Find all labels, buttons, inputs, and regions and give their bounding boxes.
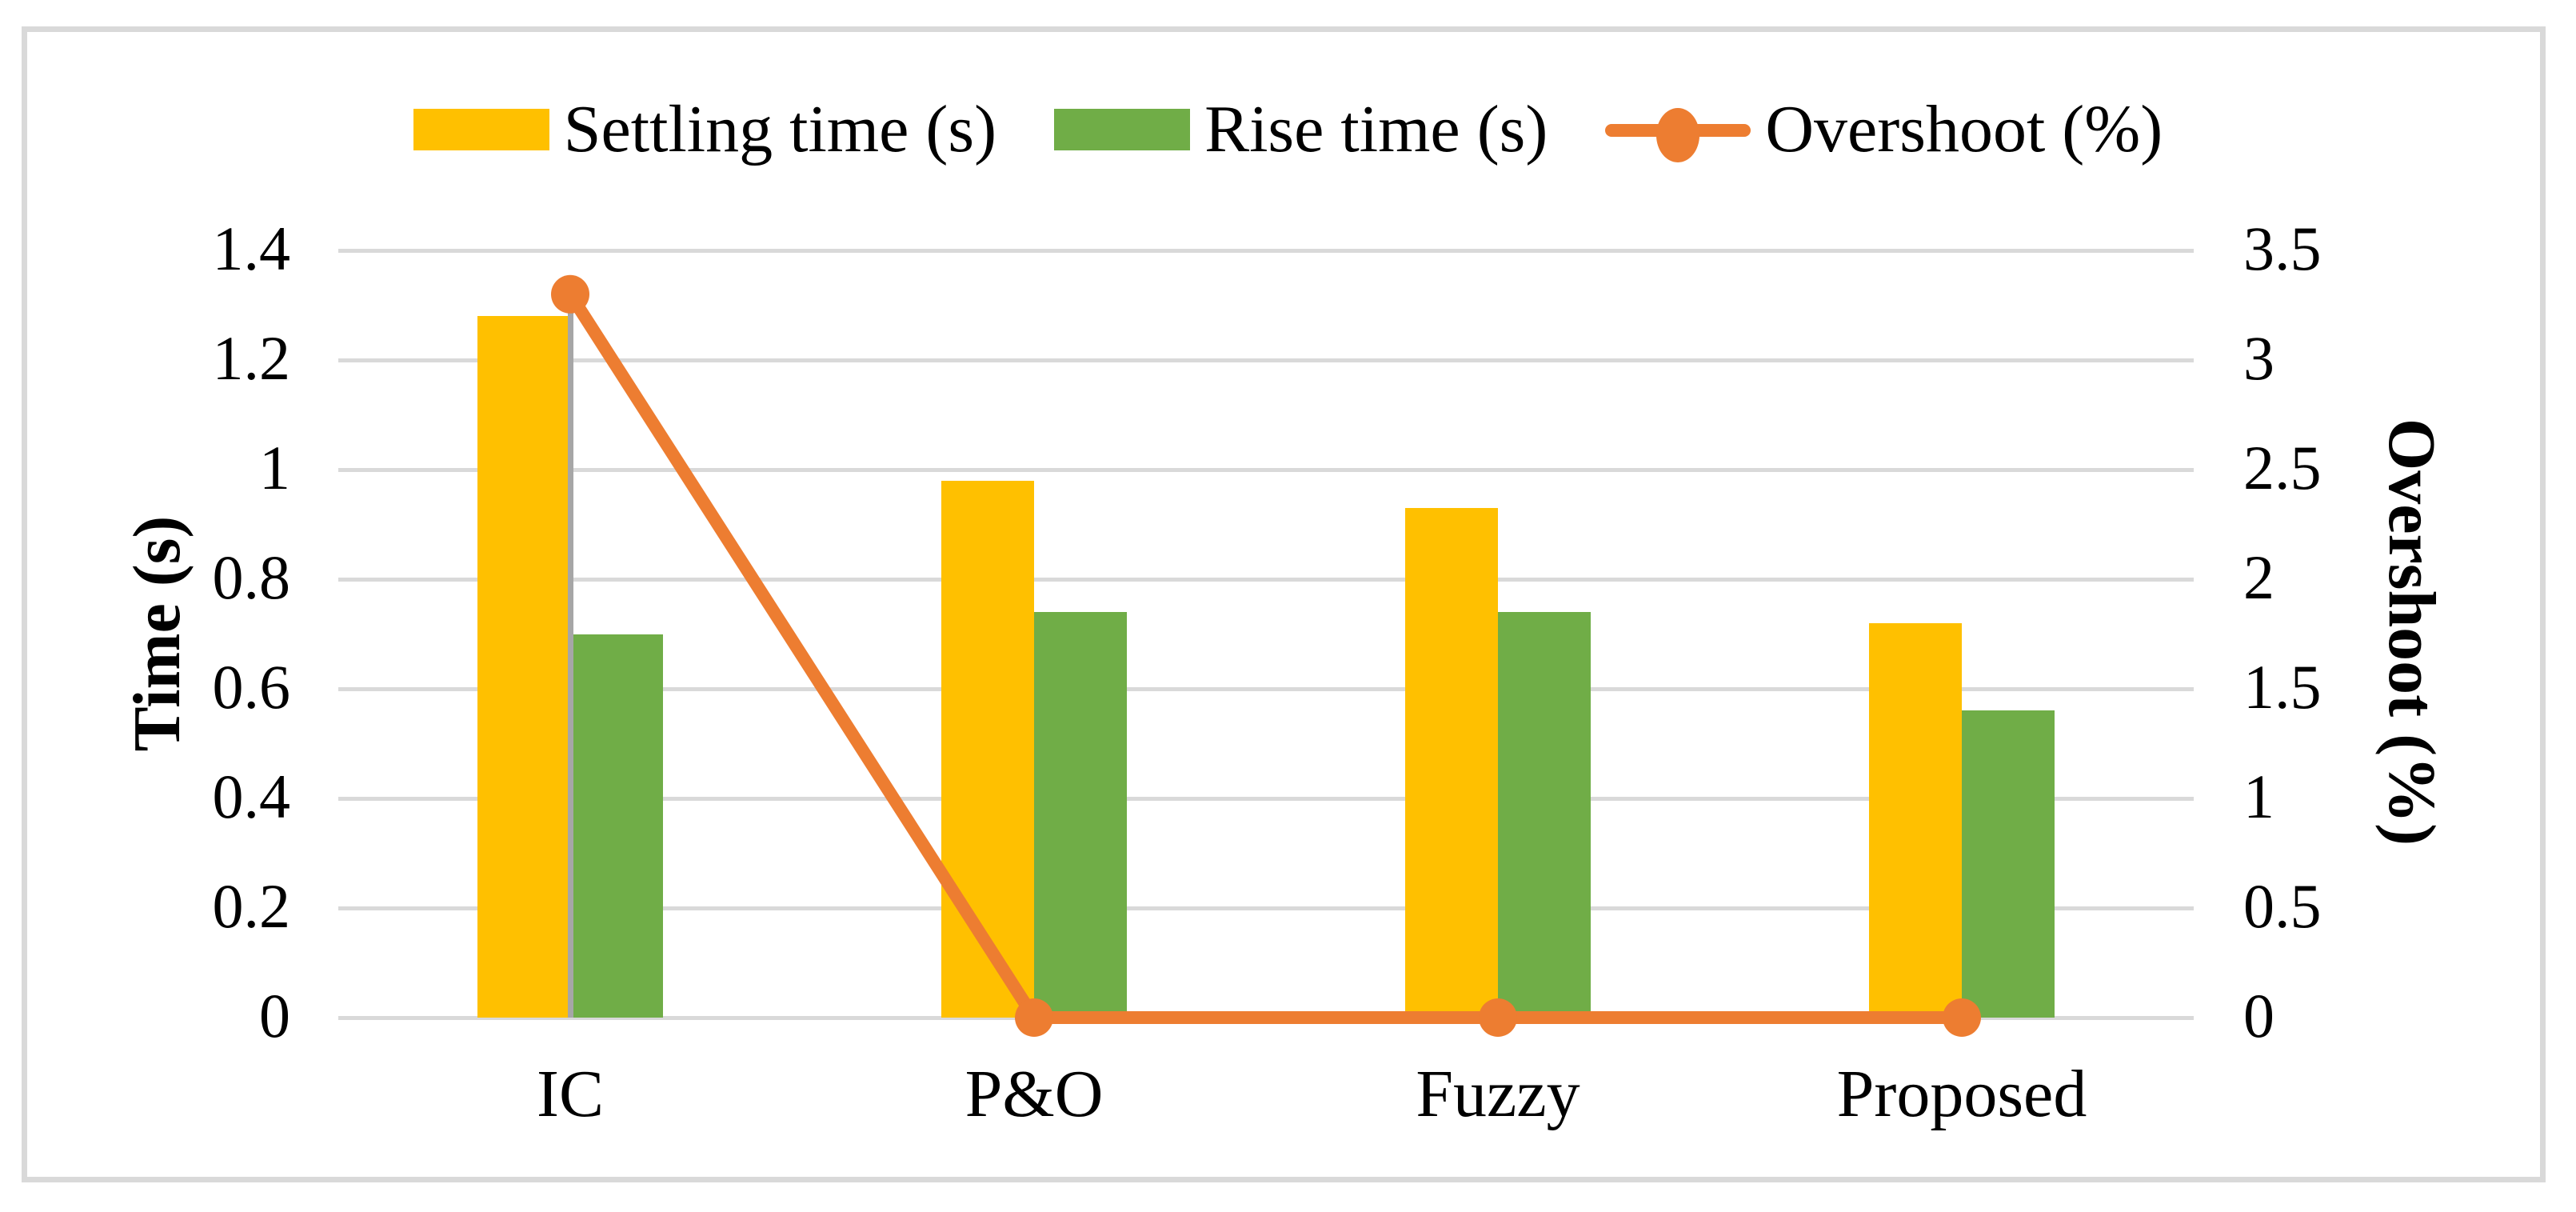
left-axis-tick-label: 1.2	[212, 323, 291, 393]
right-axis-tick-label: 1	[2243, 762, 2274, 831]
left-axis-tick-label: 1.4	[212, 214, 291, 283]
right-axis-tick-label: 2.5	[2243, 433, 2322, 502]
right-axis-tick-label: 1.5	[2243, 652, 2322, 722]
right-axis-tick-label: 0	[2243, 981, 2274, 1050]
left-axis-tick-label: 0.8	[212, 542, 291, 612]
plot-gridline	[338, 358, 2194, 362]
legend-label-settling-time: Settling time (s)	[563, 92, 997, 166]
legend-item-settling-time: Settling time (s)	[413, 91, 996, 168]
plot-gridline	[338, 468, 2194, 472]
legend-label-rise-time: Rise time (s)	[1204, 92, 1548, 166]
right-axis-tick-label: 3.5	[2243, 214, 2322, 283]
rise-time-bar	[1034, 612, 1127, 1018]
legend-item-rise-time: Rise time (s)	[1054, 91, 1548, 168]
plot-gridline	[338, 249, 2194, 253]
category-label: Proposed	[1836, 1057, 2087, 1131]
overshoot-line-marker-icon	[1605, 91, 1751, 168]
legend-item-overshoot: Overshoot (%)	[1605, 91, 2163, 168]
left-axis-tick-label: 0	[259, 981, 290, 1050]
category-label: P&O	[965, 1057, 1104, 1131]
plot-gridline	[338, 578, 2194, 582]
rise-time-bar	[570, 634, 663, 1018]
settling-time-bar	[1869, 622, 1962, 1018]
legend-label-overshoot: Overshoot (%)	[1765, 92, 2163, 166]
settling-time-bar	[941, 480, 1034, 1018]
category-label: IC	[537, 1057, 604, 1131]
rise-time-swatch-icon	[1054, 109, 1191, 150]
category-label: Fuzzy	[1416, 1057, 1580, 1131]
chart-outer-border	[22, 26, 2546, 1182]
left-axis-tick-label: 0.4	[212, 762, 291, 831]
settling-time-swatch-icon	[413, 109, 549, 150]
right-axis-tick-label: 3	[2243, 323, 2274, 393]
left-axis-tick-label: 0.2	[212, 871, 291, 941]
chart-legend: Settling time (s) Rise time (s) Overshoo…	[0, 90, 2576, 170]
rise-time-bar	[1962, 710, 2055, 1018]
settling-time-bar	[477, 316, 570, 1018]
rise-time-bar	[1498, 612, 1591, 1018]
overshoot-drop-line	[568, 294, 573, 1018]
left-axis-tick-label: 0.6	[212, 652, 291, 722]
right-axis-tick-label: 0.5	[2243, 871, 2322, 941]
right-axis-tick-label: 2	[2243, 542, 2274, 612]
left-axis-tick-label: 1	[259, 433, 290, 502]
settling-time-bar	[1405, 507, 1498, 1018]
